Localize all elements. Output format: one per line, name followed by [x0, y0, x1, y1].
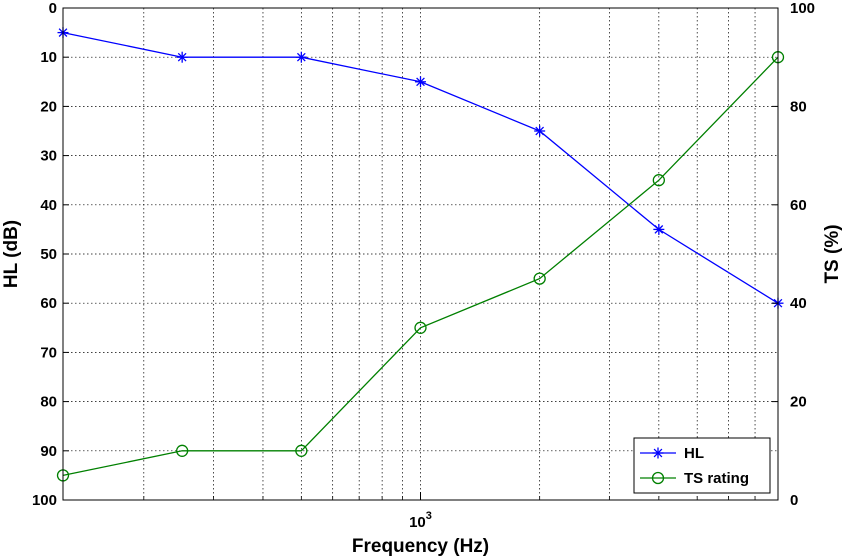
y-left-tick-label: 0 [49, 0, 57, 17]
legend-marker-ts-rating [651, 471, 665, 485]
y-right-tick-label: 80 [790, 98, 807, 115]
data-point-hl [176, 51, 188, 63]
data-point-hl [653, 223, 665, 235]
data-point-hl [415, 76, 426, 88]
legend-marker-hl [652, 447, 664, 459]
marker-stroke [653, 448, 663, 458]
y-left-tick-label: 70 [40, 344, 57, 361]
data-point-ts-rating [414, 321, 427, 334]
data-point-ts-rating [652, 174, 665, 187]
legend-marker-shape [651, 471, 665, 485]
marker-stroke [296, 52, 306, 62]
series-line-ts-rating [62, 56, 779, 477]
y-right-tick-label: 20 [790, 394, 807, 411]
ticks-layer: 0 10 20 30 40 50 60 70 80 90 100 0 20 40 60 80 100 103 [32, 0, 815, 531]
y-left-tick-label: 50 [40, 246, 57, 263]
y-axis-left-title: HL (dB) [1, 220, 22, 288]
legend-marker-shape [652, 447, 664, 459]
legend-label-ts-rating: TS rating [684, 470, 749, 487]
data-point-ts-rating [176, 444, 189, 457]
y-left-tick-label: 100 [32, 492, 57, 509]
y-right-tick-label: 60 [790, 197, 807, 214]
marker-stroke [177, 52, 187, 62]
data-point-hl [534, 125, 546, 137]
data-point-ts-rating [295, 444, 308, 457]
marker-stroke [416, 77, 425, 87]
y-left-tick-label: 40 [40, 197, 57, 214]
series-layer [56, 27, 785, 482]
y-right-tick-label: 40 [790, 295, 807, 312]
x-tick-label: 103 [409, 510, 432, 531]
legend-label-hl: HL [684, 445, 704, 462]
data-point-ts-rating [533, 272, 546, 285]
data-point-hl [295, 51, 307, 63]
grid [63, 8, 778, 500]
y-left-tick-label: 10 [40, 49, 57, 66]
y-left-tick-label: 90 [40, 443, 57, 460]
y-left-tick-label: 60 [40, 295, 57, 312]
y-left-tick-label: 20 [40, 98, 57, 115]
x-axis-title: Frequency (Hz) [352, 536, 489, 557]
marker-stroke [535, 126, 545, 136]
y-left-tick-label: 80 [40, 394, 57, 411]
y-axis-right-title: TS (%) [822, 224, 843, 283]
marker-stroke [654, 225, 664, 234]
y-right-tick-label: 100 [790, 0, 815, 17]
y-left-tick-label: 30 [40, 148, 57, 165]
legend: HL TS rating [633, 437, 771, 494]
y-right-tick-label: 0 [790, 492, 798, 509]
